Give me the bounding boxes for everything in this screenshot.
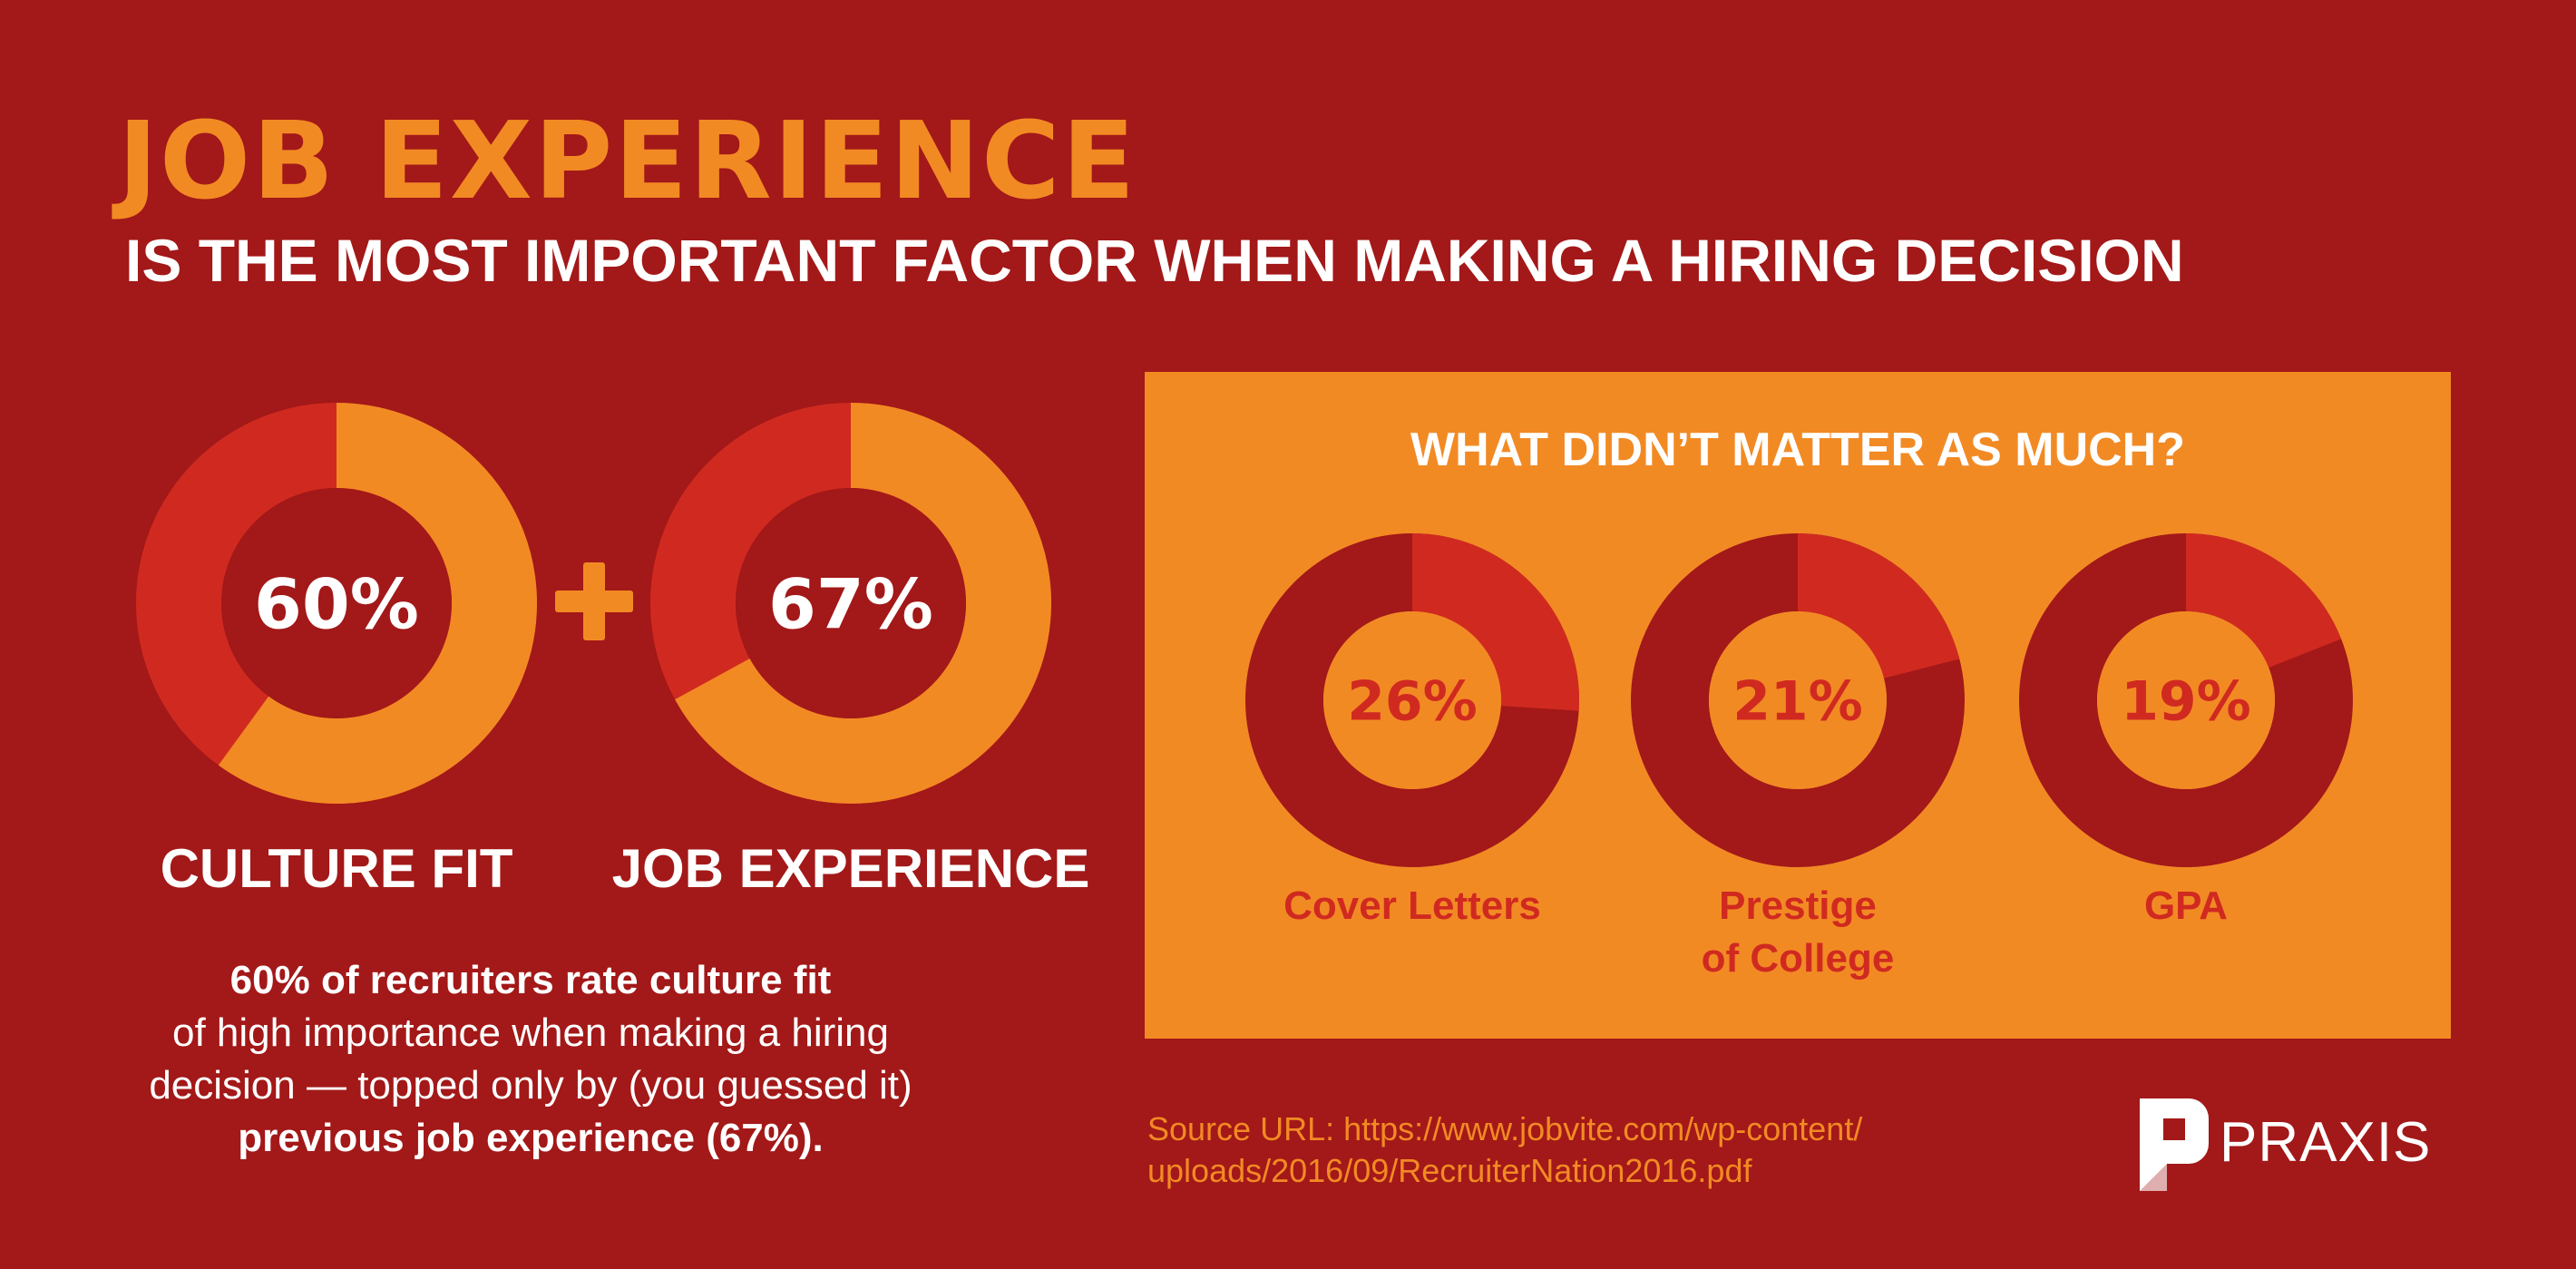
source-line-2: uploads/2016/09/RecruiterNation2016.pdf bbox=[1147, 1152, 1752, 1189]
donut-value-segment bbox=[650, 403, 1051, 804]
gpa-label: GPA bbox=[1982, 880, 2390, 932]
donut-percent-label: 19% bbox=[2121, 670, 2251, 734]
donut-value-segment bbox=[1631, 533, 1965, 867]
prestige-label: Prestige of College bbox=[1594, 880, 2002, 985]
prestige-donut: 21% bbox=[1631, 533, 1965, 867]
job-experience-donut: 67% bbox=[650, 403, 1051, 804]
source-citation: Source URL: https://www.jobvite.com/wp-c… bbox=[1147, 1108, 1964, 1192]
plus-icon-vertical bbox=[583, 562, 605, 640]
prestige-label-line-1: Prestige bbox=[1719, 883, 1877, 928]
cover-letters-donut: 26% bbox=[1245, 533, 1579, 867]
subheadline: IS THE MOST IMPORTANT FACTOR WHEN MAKING… bbox=[125, 227, 2184, 294]
praxis-logo-text: PRAXIS bbox=[2220, 1111, 2432, 1174]
donut-percent-label: 67% bbox=[768, 563, 933, 644]
donut-center bbox=[1709, 611, 1887, 789]
summary-line-2: of high importance when making a hiring bbox=[171, 1010, 889, 1055]
donut-percent-label: 26% bbox=[1347, 670, 1478, 734]
gpa-label-text: GPA bbox=[2143, 883, 2229, 928]
donut-percent-label: 60% bbox=[254, 563, 419, 644]
summary-text: 60% of recruiters rate culture fit of hi… bbox=[136, 954, 925, 1165]
donut-center bbox=[736, 488, 966, 718]
secondary-factors-panel: WHAT DIDN’T MATTER AS MUCH? 26% Cover Le… bbox=[1145, 372, 2451, 1039]
donut-center bbox=[2097, 611, 2275, 789]
donut-value-segment bbox=[136, 403, 537, 804]
praxis-logo: PRAXIS bbox=[2136, 1095, 2463, 1195]
headline: JOB EXPERIENCE bbox=[118, 98, 1137, 223]
summary-line-4: previous job experience (67%). bbox=[238, 1116, 824, 1160]
praxis-logo-icon bbox=[2140, 1098, 2209, 1191]
summary-line-1: 60% of recruiters rate culture fit bbox=[229, 958, 832, 1002]
job-experience-label: JOB EXPERIENCE bbox=[611, 838, 1090, 899]
gpa-donut: 19% bbox=[2019, 533, 2353, 867]
donut-center bbox=[221, 488, 452, 718]
panel-title: WHAT DIDN’T MATTER AS MUCH? bbox=[1410, 424, 2185, 476]
culture-fit-label: CULTURE FIT bbox=[160, 838, 513, 899]
culture-fit-donut: 60% bbox=[136, 403, 537, 804]
donut-center bbox=[1323, 611, 1501, 789]
plus-icon bbox=[555, 562, 633, 640]
cover-letters-label: Cover Letters bbox=[1208, 880, 1616, 932]
cover-letters-label-text: Cover Letters bbox=[1283, 883, 1541, 928]
summary-line-3: decision — topped only by (you guessed i… bbox=[149, 1063, 912, 1108]
source-line-1: Source URL: https://www.jobvite.com/wp-c… bbox=[1147, 1110, 1863, 1147]
donut-value-segment bbox=[2019, 533, 2353, 867]
prestige-label-line-2: of College bbox=[1701, 936, 1895, 981]
donut-value-segment bbox=[1245, 533, 1579, 867]
donut-percent-label: 21% bbox=[1732, 670, 1863, 734]
